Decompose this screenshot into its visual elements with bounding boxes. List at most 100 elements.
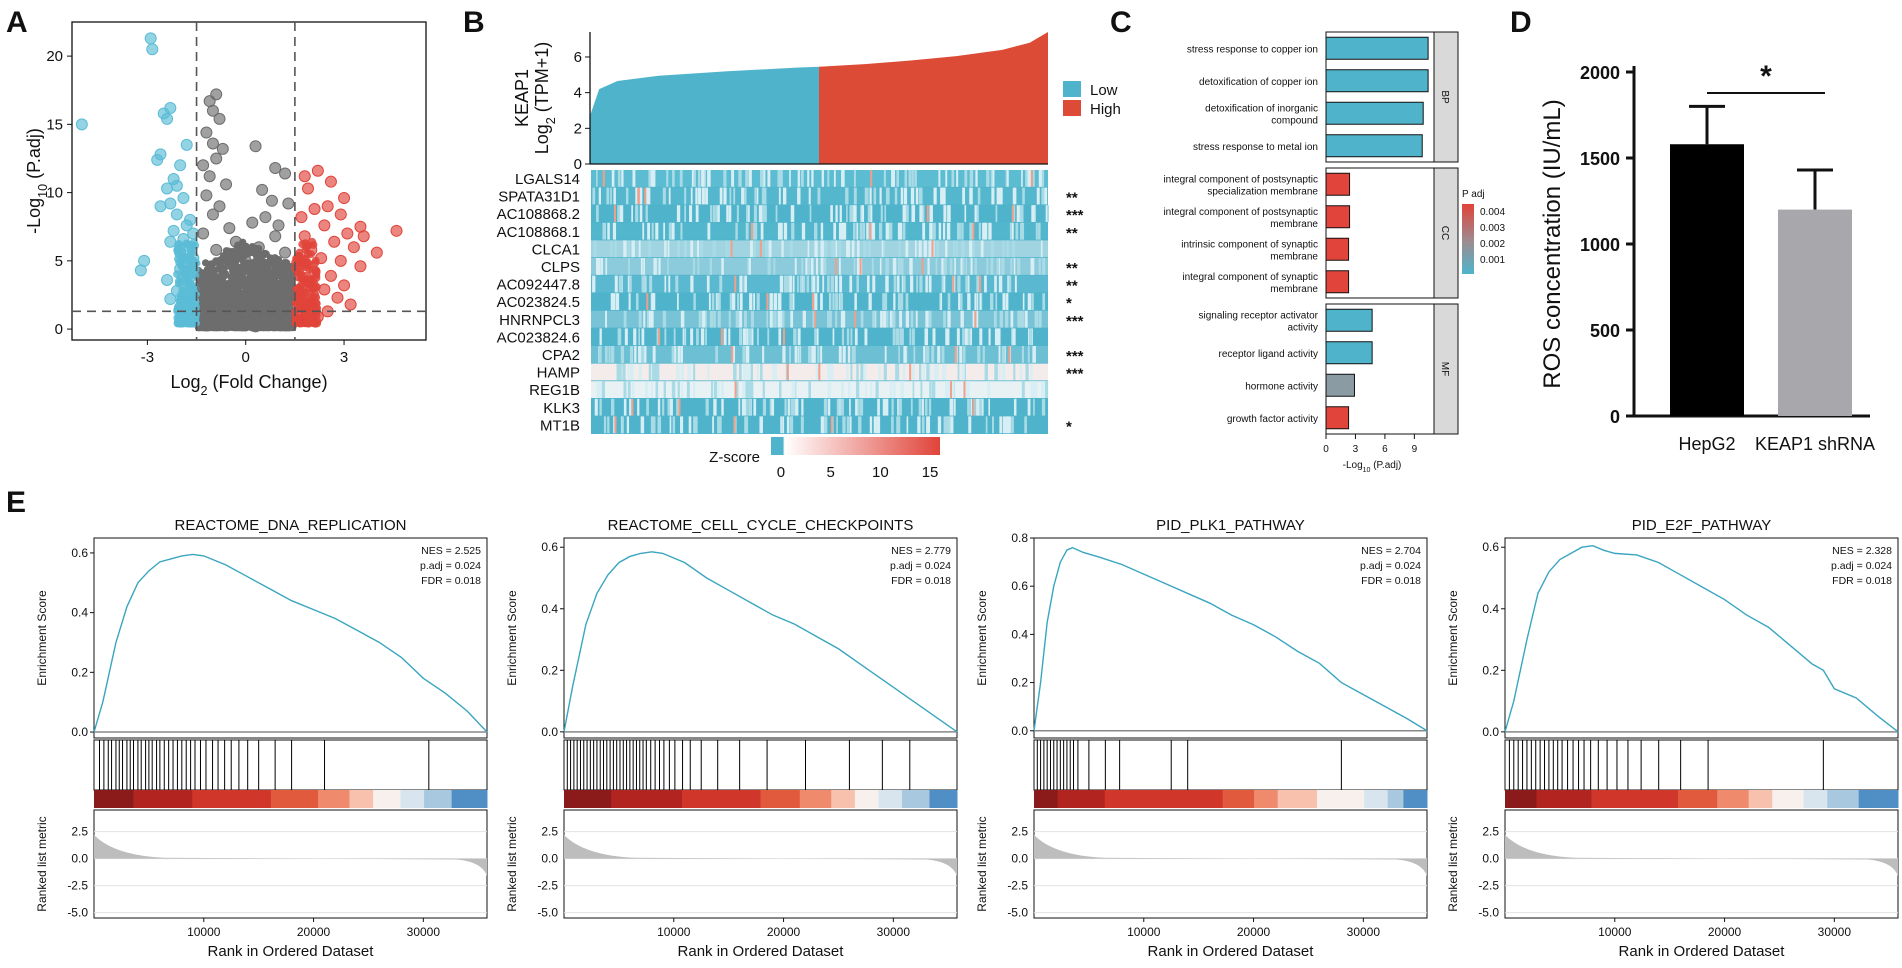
heatmap-cell <box>657 416 662 434</box>
heatmap-cell <box>839 205 842 222</box>
heatmap-cell <box>982 222 985 240</box>
heatmap-cell <box>835 205 838 222</box>
heatmap-cell <box>900 293 904 310</box>
heatmap-cell <box>674 346 677 363</box>
rank-color-segment <box>1034 790 1059 808</box>
heatmap-cell <box>717 416 720 434</box>
heatmap-cell <box>840 381 845 398</box>
heatmap-cell <box>789 346 791 363</box>
ns-point <box>226 295 239 308</box>
gene-label: HAMP <box>537 365 580 382</box>
x-tick-label: 30000 <box>407 925 441 939</box>
ns-point <box>197 282 210 295</box>
heatmap-cell <box>1013 258 1016 275</box>
ns-point <box>270 254 278 262</box>
y-tick-label: 0.6 <box>1482 540 1499 554</box>
down-point <box>154 200 167 213</box>
heatmap-cell <box>729 187 732 205</box>
heatmap-cell <box>883 240 886 258</box>
heatmap-cell <box>628 381 631 398</box>
heatmap-cell <box>827 381 831 398</box>
rank-tick-label: -2.5 <box>1478 879 1499 893</box>
heatmap-cell <box>879 222 883 240</box>
heatmap-cell-high <box>814 310 817 328</box>
heatmap-cell <box>603 416 607 434</box>
heatmap-cell <box>1005 170 1008 187</box>
heatmap-cell <box>713 310 716 328</box>
rank-tick-label: 0.0 <box>1482 852 1499 866</box>
rank-color-segment <box>270 790 319 808</box>
heatmap-cell <box>820 258 824 275</box>
ns-point <box>206 208 219 221</box>
y-tick-label: 0.0 <box>1011 724 1028 738</box>
heatmap-cell <box>653 258 656 275</box>
heatmap-cell <box>933 363 937 381</box>
heatmap-cell <box>845 187 849 205</box>
ns-point <box>262 263 275 276</box>
significance-mark: ** <box>1066 278 1078 295</box>
heatmap-cell <box>789 293 793 310</box>
heatmap-cell <box>709 258 712 275</box>
heatmap-cell <box>865 381 867 398</box>
heatmap-cell-high <box>818 363 821 381</box>
heatmap-cell <box>766 310 769 328</box>
ns-point <box>233 276 246 289</box>
heatmap-cell <box>846 416 850 434</box>
panel-c-go-enrichment: BP stress response to copper ion detoxific… <box>1163 31 1505 474</box>
heatmap-cell <box>979 293 982 310</box>
heatmap-cell <box>969 187 973 205</box>
heatmap-cell <box>877 398 880 416</box>
heatmap-cell <box>693 416 696 434</box>
heatmap-cell <box>905 293 909 310</box>
heatmap-cell <box>693 293 696 310</box>
up-point <box>311 310 324 323</box>
heatmap-cell <box>891 170 893 187</box>
zscore-tick-label: 0 <box>777 464 785 481</box>
up-point <box>302 275 314 288</box>
y-tick-label: 0.6 <box>71 546 88 560</box>
padj-annotation: p.adj = 0.024 <box>1360 560 1421 572</box>
heatmap-cell <box>607 222 610 240</box>
heatmap-cell <box>909 328 912 346</box>
heatmap-cell <box>696 328 699 346</box>
heatmap-cell <box>773 363 778 381</box>
rank-ylabel: Ranked list metric <box>35 816 49 911</box>
heatmap-cell <box>824 240 828 258</box>
heatmap-cell <box>802 275 806 293</box>
heatmap-cell <box>982 346 985 363</box>
heatmap-cell <box>653 170 656 187</box>
padj-legend-tick: 0.003 <box>1480 223 1505 234</box>
zscore-tick-label: 5 <box>826 464 834 481</box>
heatmap-cell <box>737 293 740 310</box>
heatmap-cell <box>928 310 931 328</box>
down-point <box>184 241 196 254</box>
heatmap-cell <box>872 310 876 328</box>
heatmap-cell <box>712 416 714 434</box>
heatmap-row <box>591 240 1048 258</box>
heatmap-cell <box>787 398 790 416</box>
ns-point <box>223 222 236 235</box>
heatmap-cell <box>690 187 693 205</box>
go-term-label: detoxification of inorganic <box>1205 103 1318 114</box>
heatmap-cell <box>953 275 956 293</box>
go-term-bar <box>1325 406 1350 430</box>
heatmap-cell <box>925 346 929 363</box>
rank-color-segment <box>854 790 879 808</box>
rank-color-segment <box>349 790 374 808</box>
ns-point <box>259 211 272 224</box>
ns-point <box>213 284 226 297</box>
heatmap-cell <box>942 363 945 381</box>
heatmap-cell <box>861 205 865 222</box>
ns-point <box>273 272 281 280</box>
heatmap-cell-high <box>613 205 616 222</box>
heatmap-cell-high <box>759 240 762 258</box>
x-tick-label: 10000 <box>187 925 221 939</box>
heatmap-cell <box>888 187 890 205</box>
rank-color-segment <box>318 790 350 808</box>
go-term-bar <box>1325 373 1355 397</box>
heatmap-cell <box>835 240 838 258</box>
heatmap-cell <box>994 363 998 381</box>
facet-strip <box>1433 167 1459 299</box>
rank-frame <box>1033 809 1428 919</box>
heatmap-cell <box>798 346 801 363</box>
